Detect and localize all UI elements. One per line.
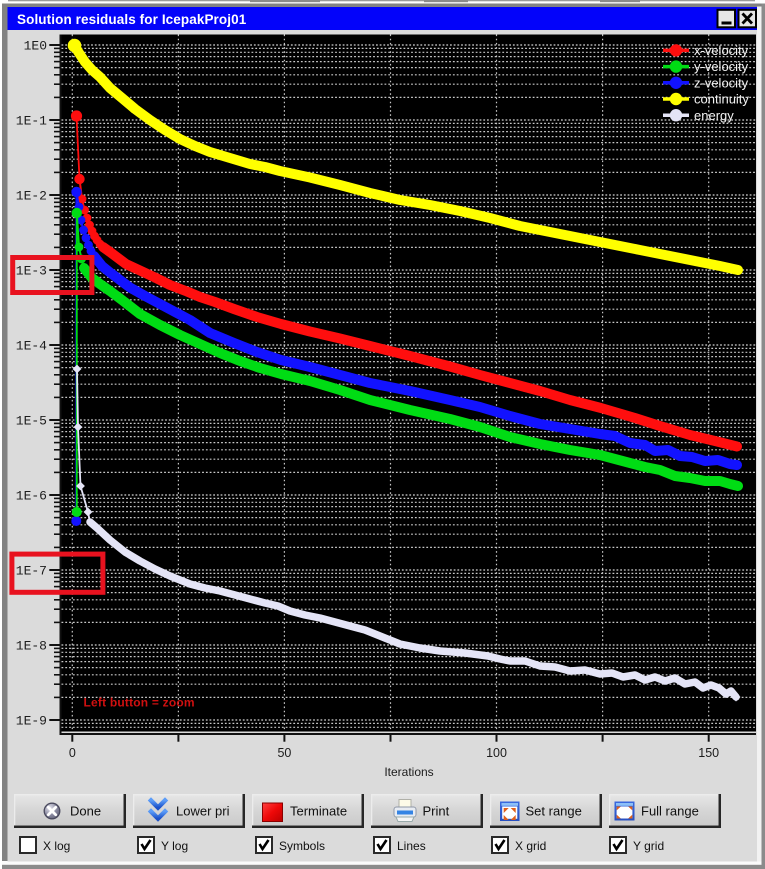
svg-text:Lower pri: Lower pri: [176, 804, 230, 819]
svg-text:x-velocity: x-velocity: [694, 43, 749, 58]
svg-text:1E-1: 1E-1: [16, 114, 47, 129]
svg-text:Full range: Full range: [641, 804, 699, 819]
svg-text:1E-9: 1E-9: [16, 714, 47, 729]
svg-text:X log: X log: [43, 839, 70, 853]
svg-text:1E-6: 1E-6: [16, 489, 47, 504]
svg-text:X grid: X grid: [515, 839, 546, 853]
svg-text:1E-7: 1E-7: [16, 564, 47, 579]
svg-text:Y log: Y log: [161, 839, 188, 853]
svg-text:y-velocity: y-velocity: [694, 59, 749, 74]
svg-text:0: 0: [69, 746, 76, 760]
svg-text:Solution residuals for IcepakP: Solution residuals for IcepakProj01: [17, 12, 247, 27]
svg-text:Left button = zoom: Left button = zoom: [84, 696, 195, 710]
svg-text:1E-3: 1E-3: [16, 264, 47, 279]
svg-text:Lines: Lines: [397, 839, 426, 853]
svg-text:1E-8: 1E-8: [16, 639, 47, 654]
svg-text:1E0: 1E0: [24, 39, 47, 54]
svg-text:Symbols: Symbols: [279, 839, 325, 853]
svg-text:energy: energy: [694, 108, 734, 123]
svg-text:50: 50: [277, 746, 291, 760]
svg-text:Iterations: Iterations: [384, 765, 433, 779]
svg-text:Terminate: Terminate: [290, 804, 347, 819]
svg-text:Print: Print: [423, 804, 450, 819]
svg-text:1E-5: 1E-5: [16, 414, 47, 429]
svg-text:Done: Done: [70, 804, 101, 819]
svg-text:Set range: Set range: [526, 804, 582, 819]
svg-text:150: 150: [698, 746, 719, 760]
svg-text:100: 100: [486, 746, 507, 760]
svg-text:1E-2: 1E-2: [16, 189, 47, 204]
svg-text:continuity: continuity: [694, 92, 749, 107]
svg-text:1E-4: 1E-4: [16, 339, 47, 354]
svg-text:z-velocity: z-velocity: [694, 75, 749, 90]
svg-text:Y grid: Y grid: [633, 839, 664, 853]
